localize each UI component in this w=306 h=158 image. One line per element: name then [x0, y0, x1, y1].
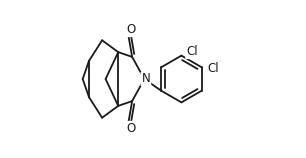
- Text: O: O: [126, 122, 135, 135]
- Text: Cl: Cl: [207, 62, 218, 75]
- Text: O: O: [126, 23, 135, 36]
- Text: Cl: Cl: [186, 45, 198, 58]
- Text: N: N: [141, 73, 150, 85]
